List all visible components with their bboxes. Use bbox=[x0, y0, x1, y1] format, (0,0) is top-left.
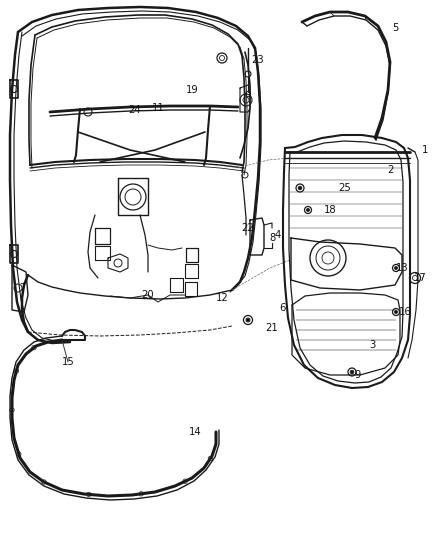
Text: 9: 9 bbox=[355, 370, 361, 380]
Text: 20: 20 bbox=[141, 290, 154, 300]
Text: 17: 17 bbox=[413, 273, 426, 283]
Text: 5: 5 bbox=[392, 23, 398, 33]
Text: 14: 14 bbox=[189, 427, 201, 437]
Text: 8: 8 bbox=[269, 233, 275, 243]
Text: 4: 4 bbox=[275, 230, 281, 240]
Text: 2: 2 bbox=[387, 165, 393, 175]
Text: 3: 3 bbox=[369, 340, 375, 350]
Text: 7: 7 bbox=[19, 283, 25, 293]
Text: 18: 18 bbox=[324, 205, 336, 215]
Text: 15: 15 bbox=[62, 357, 74, 367]
Text: 13: 13 bbox=[396, 263, 408, 273]
Text: 16: 16 bbox=[399, 307, 411, 317]
Text: 24: 24 bbox=[129, 105, 141, 115]
Text: 6: 6 bbox=[279, 303, 285, 313]
Text: 12: 12 bbox=[215, 293, 228, 303]
Text: 11: 11 bbox=[152, 103, 164, 113]
Circle shape bbox=[395, 266, 398, 270]
Text: 19: 19 bbox=[186, 85, 198, 95]
Text: 1: 1 bbox=[422, 145, 428, 155]
Text: 22: 22 bbox=[242, 223, 254, 233]
Text: 25: 25 bbox=[339, 183, 351, 193]
Circle shape bbox=[298, 186, 302, 190]
Circle shape bbox=[246, 318, 250, 322]
Text: 21: 21 bbox=[265, 323, 279, 333]
Circle shape bbox=[307, 208, 310, 212]
Circle shape bbox=[395, 311, 398, 313]
Text: 23: 23 bbox=[252, 55, 264, 65]
Circle shape bbox=[350, 370, 354, 374]
